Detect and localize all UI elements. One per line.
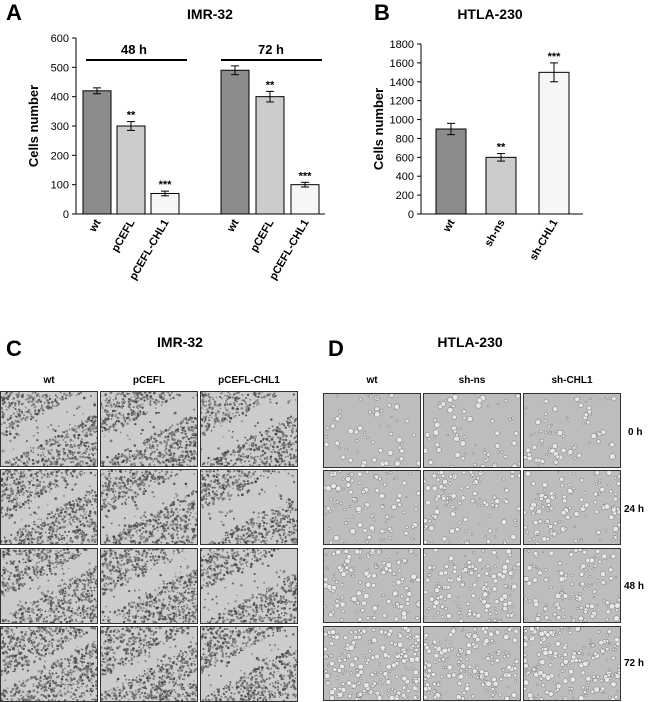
panel-c-col-wt: wt (43, 375, 55, 386)
panel-d-row-72h: 72 h (624, 658, 645, 669)
panel-letter-b: B (374, 0, 390, 25)
chart-b-htla230: 0 200 400 600 800 1000 1200 1400 1600 1800 Cells n… (371, 39, 583, 263)
panel-letter-d: D (328, 336, 344, 361)
panel-d-title: HTLA-230 (437, 334, 503, 350)
micrograph-imr32-pcefl-row2 (100, 469, 198, 545)
chart-b-ytick-label: 1800 (390, 39, 414, 51)
chart-a-ytick-label: 300 (51, 121, 69, 133)
chart-b-ytick-label: 200 (396, 190, 414, 202)
chart-b-significance: *** (548, 51, 562, 63)
chart-b-bar (435, 128, 467, 215)
panel-letter-a: A (6, 0, 22, 25)
panel-d-row-0h: 0 h (628, 427, 643, 438)
chart-b-ytick-label: 1200 (390, 96, 414, 108)
chart-b-ylabel: Cells number (371, 88, 386, 170)
panel-letter-c: C (6, 336, 22, 361)
panel-a-title: IMR-32 (187, 6, 233, 22)
micrograph-imr32-pcefl-row1 (100, 391, 198, 467)
micrograph-imr32-pcefl-chl1-row4 (200, 626, 298, 702)
chart-a-category-label: wt (87, 217, 104, 235)
chart-a-ytick-label: 600 (51, 33, 69, 45)
micrograph-imr32-wt-row3 (0, 548, 98, 624)
micrograph-imr32-pcefl-chl1-row2 (200, 469, 298, 545)
micrograph-htla230-wt-48h (323, 548, 421, 623)
chart-b-ytick-label: 400 (396, 171, 414, 183)
chart-a-imr32: 0 100 200 300 400 500 600 Cells number wt ** pCEFL… (26, 33, 325, 282)
micrograph-imr32-wt-row2 (0, 469, 98, 545)
chart-b-ytick-label: 1000 (390, 115, 414, 127)
micrograph-htla230-sh-chl1-72h (523, 626, 621, 701)
chart-b-ytick-label: 0 (408, 209, 414, 221)
micrograph-imr32-pcefl-row4 (100, 626, 198, 702)
micrograph-htla230-sh-ns-0h (423, 393, 521, 468)
micrograph-imr32-wt-row1 (0, 391, 98, 467)
micrograph-htla230-wt-0h (323, 393, 421, 468)
panel-d-row-24h: 24 h (624, 504, 645, 515)
micrograph-htla230-sh-chl1-24h (523, 470, 621, 545)
panel-d-row-48h: 48 h (624, 581, 645, 592)
chart-a-category-label: pCEFL (248, 217, 276, 254)
chart-b-ytick-label: 1400 (390, 77, 414, 89)
chart-b-bar (538, 71, 570, 215)
micrograph-htla230-sh-ns-48h (423, 548, 521, 623)
panel-c-title: IMR-32 (157, 334, 203, 350)
chart-b-category-label: sh-ns (483, 218, 508, 249)
chart-a-category-label: pCEFL (109, 217, 137, 254)
chart-b-category-label: wt (441, 217, 458, 235)
micrograph-htla230-wt-24h (323, 470, 421, 545)
chart-a-significance: *** (299, 170, 313, 182)
micrograph-htla230-sh-ns-24h (423, 470, 521, 545)
micrograph-imr32-pcefl-chl1-row1 (200, 391, 298, 467)
chart-a-significance: ** (266, 79, 275, 91)
chart-a-ylabel: Cells number (26, 85, 41, 167)
chart-a-bar (220, 69, 250, 215)
chart-a-significance: *** (159, 179, 173, 191)
chart-a-ytick-label: 0 (63, 209, 69, 221)
panel-b-title: HTLA-230 (457, 6, 523, 22)
micrograph-imr32-pcefl-row3 (100, 548, 198, 624)
panel-c-col-pcefl: pCEFL (132, 375, 166, 386)
chart-a-significance: ** (127, 110, 136, 122)
chart-b-category-label: sh-CHL1 (528, 218, 561, 263)
chart-a-ytick-label: 100 (51, 180, 69, 192)
chart-a-bar (255, 96, 285, 215)
chart-b-ytick-label: 1600 (390, 58, 414, 70)
micrograph-htla230-sh-chl1-48h (523, 548, 621, 623)
micrograph-htla230-sh-ns-72h (423, 626, 521, 701)
chart-a-group-label-48h: 48 h (121, 42, 147, 57)
chart-b-significance: ** (497, 142, 506, 154)
chart-b-ytick-label: 600 (396, 152, 414, 164)
micrograph-htla230-sh-chl1-0h (523, 393, 621, 468)
chart-b-ytick-label: 800 (396, 133, 414, 145)
chart-a-category-label: wt (225, 217, 242, 235)
chart-a-bar (150, 192, 180, 215)
panel-d-col-sh-chl1: sh-CHL1 (551, 375, 593, 386)
micrograph-imr32-wt-row4 (0, 626, 98, 702)
chart-a-group-label-72h: 72 h (258, 42, 284, 57)
panel-d-col-wt: wt (366, 375, 378, 386)
chart-a-ytick-label: 200 (51, 150, 69, 162)
chart-a-ytick-label: 400 (51, 92, 69, 104)
chart-a-ytick-label: 500 (51, 62, 69, 74)
micrograph-htla230-wt-72h (323, 626, 421, 701)
chart-a-bar (116, 125, 146, 215)
panel-c-col-pcefl-chl1: pCEFL-CHL1 (218, 375, 280, 386)
micrograph-imr32-pcefl-chl1-row3 (200, 548, 298, 624)
chart-a-bar (290, 184, 320, 215)
chart-b-bar (485, 156, 517, 215)
chart-a-bar (82, 90, 112, 215)
panel-d-col-sh-ns: sh-ns (458, 375, 486, 386)
